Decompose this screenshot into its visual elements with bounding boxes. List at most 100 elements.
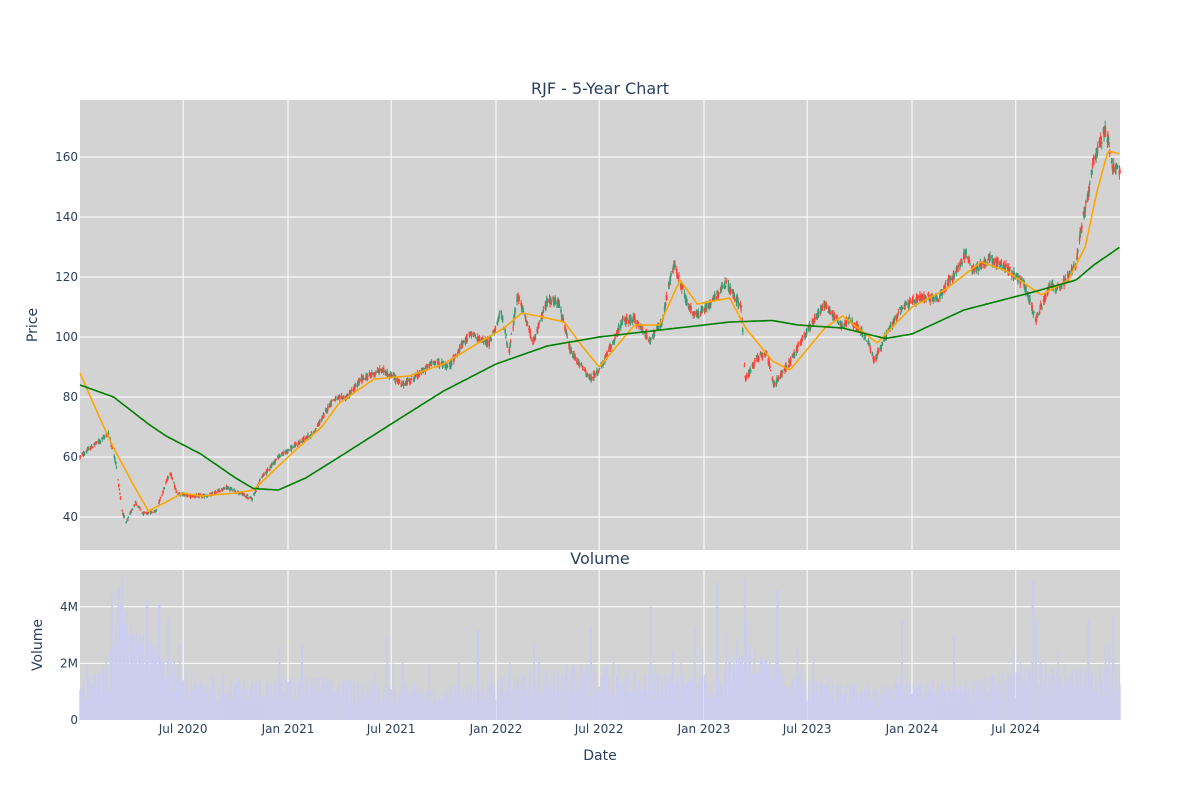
volume-bar — [267, 682, 269, 720]
volume-bar — [1001, 673, 1003, 720]
volume-bar — [849, 683, 852, 720]
candle-body — [496, 320, 499, 323]
volume-bar — [644, 675, 647, 720]
volume-bar — [367, 686, 369, 720]
volume-bar — [670, 676, 672, 720]
candle-body — [697, 311, 700, 318]
volume-bar — [973, 680, 975, 720]
volume-bar — [354, 685, 356, 720]
candle-body — [284, 451, 287, 454]
volume-bar — [307, 687, 309, 720]
volume-bar — [606, 688, 608, 720]
candle-body — [506, 342, 508, 344]
volume-bar — [961, 695, 963, 720]
candle-body — [472, 335, 475, 337]
candle-body — [912, 297, 914, 299]
candle-body — [804, 335, 807, 338]
candle-body — [1038, 311, 1041, 314]
candle-body — [514, 310, 516, 315]
candle-body — [482, 338, 484, 341]
candle-body — [868, 343, 871, 345]
candle-body — [1044, 293, 1047, 300]
candle-body — [426, 364, 429, 366]
candle-body — [297, 442, 300, 445]
volume-bar — [167, 618, 170, 720]
volume-bar — [614, 696, 616, 720]
candle-body — [627, 320, 630, 323]
candle-body — [513, 313, 516, 317]
candle-body — [410, 376, 413, 378]
candle-body — [821, 306, 824, 308]
candle-body — [474, 335, 477, 337]
candle-body — [1088, 186, 1091, 193]
candle-body — [653, 330, 655, 337]
candle-body — [673, 262, 676, 265]
volume-bar — [315, 695, 317, 720]
candle-body — [718, 292, 720, 294]
volume-bar — [897, 684, 900, 720]
candle-body — [101, 437, 104, 440]
candle-body — [626, 317, 628, 321]
candle-body — [566, 336, 569, 338]
candle-body — [875, 357, 878, 359]
candle-body — [402, 381, 404, 383]
candle-body — [789, 359, 792, 364]
candle-body — [889, 324, 892, 331]
candle-body — [721, 284, 724, 286]
volume-bar — [123, 624, 126, 720]
candle-body — [526, 321, 529, 325]
volume-bar — [1035, 618, 1037, 720]
volume-bar — [650, 606, 652, 720]
candle-body — [827, 311, 830, 313]
candle-body — [1004, 267, 1006, 269]
volume-bar — [689, 682, 692, 720]
candle-body — [823, 300, 826, 308]
volume-bar — [195, 690, 197, 720]
candle-body — [490, 337, 492, 339]
candle-body — [110, 445, 113, 447]
candle-body — [590, 375, 592, 382]
candle-body — [715, 297, 718, 299]
volume-bar — [481, 679, 483, 720]
price-y-tick-label: 80 — [63, 390, 78, 404]
candle-body — [117, 479, 119, 481]
candle-body — [1032, 313, 1035, 315]
candle-body — [446, 364, 448, 366]
candle-body — [79, 456, 81, 458]
candle-body — [820, 305, 822, 313]
volume-bar — [263, 695, 265, 720]
candle-body — [326, 410, 329, 412]
volume-bar — [383, 688, 385, 720]
candle-body — [849, 318, 851, 320]
candle-body — [967, 260, 970, 263]
volume-y-ticks: 0 2M 4M — [60, 600, 78, 727]
candle-body — [909, 300, 912, 303]
candle-body — [418, 375, 420, 377]
candle-body — [518, 296, 521, 298]
candle-body — [745, 375, 747, 380]
candle-body — [760, 354, 763, 356]
candle-body — [741, 328, 744, 333]
volume-bar — [355, 703, 357, 720]
candle-body — [661, 321, 663, 326]
candle-body — [1013, 271, 1015, 279]
candle-body — [963, 252, 965, 260]
candle-body — [967, 256, 969, 259]
volume-bar — [102, 664, 105, 720]
candle-body — [843, 323, 846, 324]
volume-bar — [1045, 663, 1047, 720]
volume-bar — [716, 581, 719, 720]
volume-bar — [169, 660, 172, 720]
candle-body — [496, 321, 498, 324]
candle-body — [1028, 295, 1030, 298]
candle-body — [576, 358, 578, 364]
candle-body — [193, 495, 195, 497]
candle-body — [875, 354, 877, 361]
candle-body — [841, 326, 844, 328]
candle-body — [828, 306, 830, 311]
candle-body — [699, 311, 702, 316]
candle-body — [90, 446, 92, 449]
volume-bar — [183, 696, 185, 720]
candle-body — [869, 348, 872, 352]
candle-body — [259, 479, 261, 481]
